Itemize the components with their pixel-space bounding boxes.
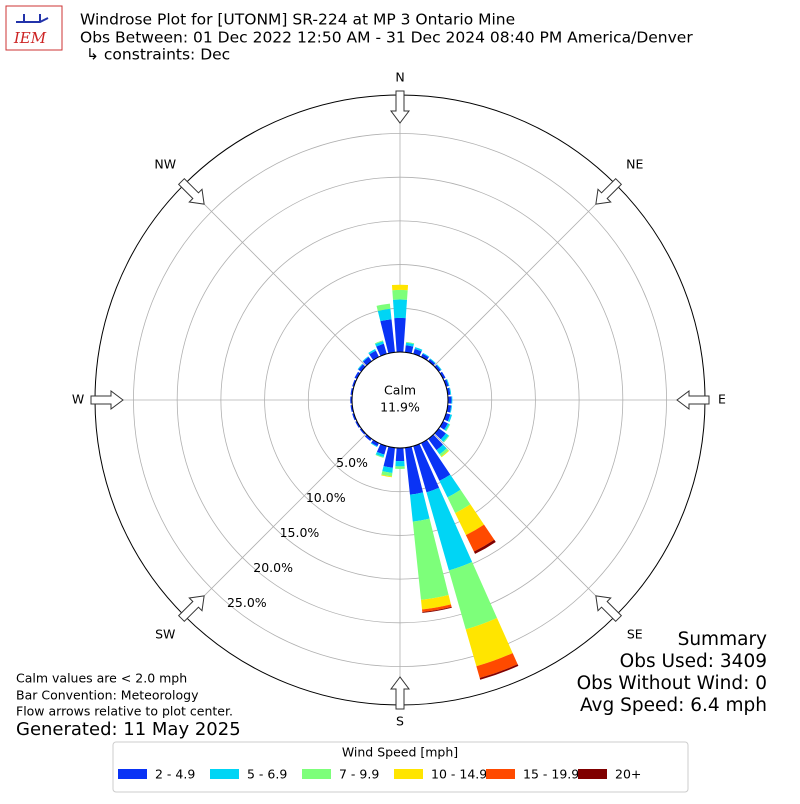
- summary-title: Summary: [678, 629, 767, 650]
- legend-label: 5 - 6.9: [247, 767, 287, 782]
- flow-arrow: [391, 91, 409, 123]
- constraints: ↳ constraints: Dec: [86, 46, 230, 64]
- flow-arrow: [596, 596, 621, 621]
- flow-arrow: [91, 391, 123, 409]
- compass-label: W: [72, 392, 84, 407]
- legend-swatch: [118, 769, 147, 779]
- compass-label: SE: [627, 626, 643, 641]
- legend-label: 10 - 14.9: [431, 767, 487, 782]
- wind-bar: [410, 492, 430, 521]
- wind-bar: [395, 466, 405, 469]
- compass-label: NW: [154, 157, 176, 172]
- legend-label: 7 - 9.9: [339, 767, 379, 782]
- r-tick-label: 10.0%: [306, 490, 346, 505]
- flow-arrow: [391, 677, 409, 709]
- chart-subtitle: Obs Between: 01 Dec 2022 12:50 AM - 31 D…: [80, 29, 693, 47]
- chart-title: Windrose Plot for [UTONM] SR-224 at MP 3…: [80, 11, 515, 29]
- legend-swatch: [578, 769, 607, 779]
- calm-label: Calm: [384, 383, 416, 398]
- wind-bar: [394, 318, 405, 352]
- r-tick-label: 15.0%: [280, 525, 320, 540]
- wind-bar: [392, 290, 407, 300]
- summary-line: Avg Speed: 6.4 mph: [580, 695, 767, 716]
- logo-text: IEM: [13, 29, 47, 47]
- legend-swatch: [210, 769, 239, 779]
- calm-value: 11.9%: [380, 400, 420, 415]
- r-tick-label: 25.0%: [227, 595, 267, 610]
- note: Flow arrows relative to plot center.: [16, 704, 233, 719]
- r-tick-label: 5.0%: [336, 455, 368, 470]
- wind-bar: [378, 309, 392, 321]
- legend-swatch: [394, 769, 423, 779]
- compass-label: NE: [626, 157, 643, 172]
- wind-bar: [392, 285, 408, 291]
- compass-label: S: [396, 714, 404, 729]
- wind-bar: [393, 300, 407, 319]
- legend-title: Wind Speed [mph]: [342, 745, 458, 760]
- wind-bar: [451, 396, 452, 403]
- generated: Generated: 11 May 2025: [16, 719, 241, 740]
- legend-label: 2 - 4.9: [155, 767, 195, 782]
- wind-bar: [449, 562, 497, 629]
- flow-arrow: [677, 391, 709, 409]
- legend-swatch: [486, 769, 515, 779]
- logo: IEM: [6, 6, 62, 50]
- compass-label: E: [718, 392, 726, 407]
- compass-label: SW: [155, 626, 175, 641]
- compass-label: N: [395, 70, 404, 85]
- polar-plot: 0.0%5.0%10.0%15.0%20.0%25.0%Calm11.9%NNE…: [72, 70, 726, 729]
- flow-arrow: [179, 179, 204, 204]
- summary-line: Obs Used: 3409: [620, 651, 767, 672]
- legend-swatch: [302, 769, 331, 779]
- legend-label: 15 - 19.9: [523, 767, 579, 782]
- flow-arrow: [179, 596, 204, 621]
- note: Calm values are < 2.0 mph: [16, 671, 187, 686]
- summary-line: Obs Without Wind: 0: [577, 673, 767, 694]
- flow-arrow: [596, 179, 621, 204]
- r-tick-label: 20.0%: [253, 560, 293, 575]
- wind-bar: [395, 461, 404, 466]
- wind-bar: [396, 448, 405, 461]
- legend-label: 20+: [615, 767, 641, 782]
- note: Bar Convention: Meteorology: [16, 688, 199, 703]
